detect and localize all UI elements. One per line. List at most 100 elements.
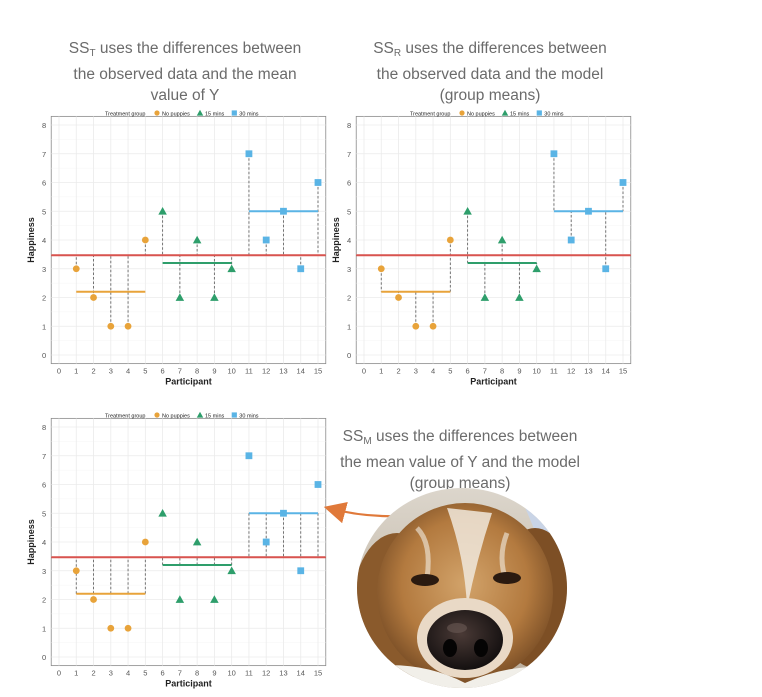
legend-marker [154, 110, 160, 116]
data-point [314, 481, 322, 488]
x-tick-label: 13 [279, 367, 287, 376]
x-tick-label: 4 [126, 367, 130, 376]
data-point [175, 293, 185, 301]
y-tick-label: 1 [42, 322, 46, 331]
x-tick-label: 2 [91, 367, 95, 376]
data-point [280, 509, 287, 517]
legend-marker [196, 109, 204, 116]
legend-marker [196, 411, 204, 418]
x-tick-label: 1 [379, 367, 383, 376]
x-tick-label: 15 [619, 367, 627, 376]
x-tick-label: 4 [126, 669, 130, 678]
caption-ss-model: SSM uses the differences between the mea… [325, 426, 595, 494]
x-tick-label: 11 [550, 367, 558, 376]
y-tick-label: 0 [42, 351, 46, 360]
x-tick-label: 1 [74, 367, 78, 376]
chart-ss-model: 0 1 2 3 4 5 6 7 8 0 1 2 3 4 5 6 7 8 9 10 11 12 13 14 15 Participa… [25, 405, 330, 697]
x-tick-label: 0 [362, 367, 366, 376]
data-point [72, 265, 80, 273]
x-tick-label: 5 [448, 367, 452, 376]
data-point [497, 235, 507, 244]
legend-entry: 30 mins [544, 112, 564, 118]
y-tick-label: 3 [42, 567, 46, 576]
y-tick-label: 2 [42, 294, 46, 303]
x-tick-label: 13 [584, 367, 592, 376]
x-tick-label: 2 [396, 367, 400, 376]
caption-line-1: SSM uses the differences between [342, 428, 578, 447]
caption-line-2: the observed data and the mean [73, 66, 297, 83]
x-tick-label: 15 [314, 669, 322, 678]
caption-line-1: SSR uses the differences between [373, 40, 607, 59]
x-tick-label: 6 [161, 367, 165, 376]
cocker-spaniel-dog-photo [357, 488, 567, 688]
x-tick-label: 13 [279, 669, 287, 678]
legend-marker [154, 412, 160, 418]
x-tick-label: 10 [227, 367, 235, 376]
y-tick-label: 7 [42, 150, 46, 159]
y-tick-label: 0 [347, 351, 351, 360]
legend-entry: 15 mins [205, 414, 225, 420]
data-point [297, 567, 305, 575]
data-point [245, 150, 253, 158]
x-axis-label: Participant [165, 377, 212, 387]
x-tick-label: 7 [178, 669, 182, 678]
data-point [72, 567, 80, 575]
x-tick-label: 14 [297, 367, 305, 376]
y-tick-label: 1 [347, 322, 351, 331]
legend-entry: No puppies [162, 112, 190, 118]
legend-entry: No puppies [162, 414, 190, 420]
y-tick-label: 8 [347, 121, 351, 130]
x-tick-label: 12 [567, 367, 575, 376]
dog-photo-icon [357, 488, 567, 688]
caption-ss-total: SST uses the differences between the obs… [55, 38, 315, 106]
y-axis-label: Happiness [26, 217, 36, 263]
data-point [463, 207, 472, 215]
data-point [446, 236, 454, 244]
y-tick-label: 8 [42, 121, 46, 130]
data-point [141, 236, 149, 244]
caption-line-2: the observed data and the model [376, 66, 604, 83]
data-point [280, 207, 287, 215]
data-point [175, 595, 185, 603]
x-axis-label: Participant [470, 377, 517, 387]
legend-marker [231, 412, 237, 418]
legend: Treatment group No puppies 15 mins 30 mins [105, 411, 259, 420]
x-tick-label: 10 [532, 367, 540, 376]
chart-ss-total: 0 1 2 3 4 5 6 7 8 0 1 2 3 4 5 6 7 8 9 10 11 12 13 14 15 Participa… [25, 103, 330, 395]
data-point [210, 293, 219, 301]
x-tick-label: 6 [466, 367, 470, 376]
x-tick-label: 14 [602, 367, 610, 376]
data-point [192, 235, 202, 244]
x-axis-label: Participant [165, 679, 212, 689]
caption-line-1: SST uses the differences between [68, 40, 302, 59]
x-tick-label: 10 [227, 669, 235, 678]
y-axis-label: Happiness [26, 519, 36, 565]
y-tick-label: 5 [42, 207, 46, 216]
data-point [567, 236, 575, 244]
data-point [550, 150, 558, 158]
data-point [210, 595, 219, 603]
y-tick-label: 4 [42, 236, 46, 245]
x-tick-label: 7 [178, 367, 182, 376]
y-tick-label: 4 [42, 538, 46, 547]
y-axis-label: Happiness [331, 217, 341, 263]
data-point [245, 452, 253, 460]
legend-entry: 15 mins [510, 112, 530, 118]
x-tick-label: 8 [500, 367, 504, 376]
data-point [619, 179, 627, 186]
data-point [429, 322, 437, 330]
legend-title: Treatment group [410, 112, 450, 118]
y-tick-label: 2 [347, 294, 351, 303]
x-tick-label: 4 [431, 367, 435, 376]
caption-line-3: (group means) [439, 87, 541, 104]
data-point [480, 293, 490, 301]
data-point [262, 538, 270, 546]
data-point [585, 207, 592, 215]
data-point [124, 624, 132, 632]
x-tick-label: 3 [414, 367, 418, 376]
x-tick-label: 11 [245, 669, 253, 678]
y-tick-label: 8 [42, 423, 46, 432]
